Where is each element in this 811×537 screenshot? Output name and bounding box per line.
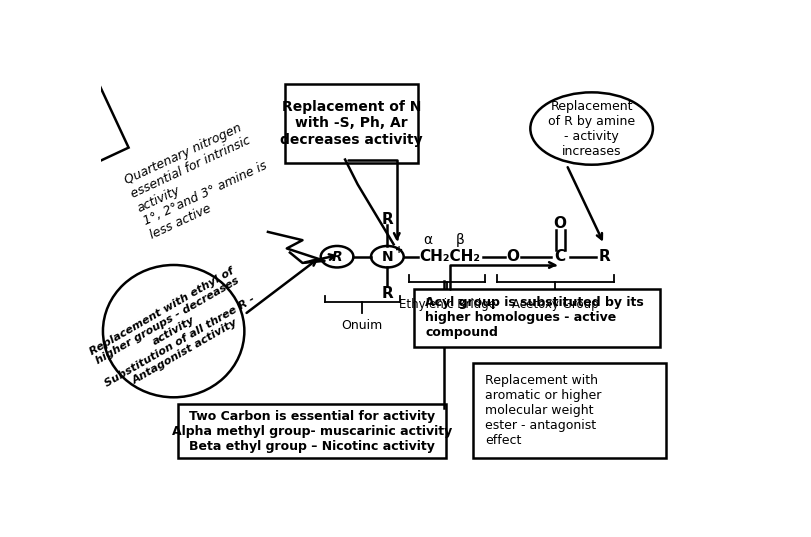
- Text: C: C: [555, 249, 566, 264]
- Text: Two Carbon is essential for activity
Alpha methyl group- muscarinic activity
Bet: Two Carbon is essential for activity Alp…: [172, 410, 452, 453]
- Text: R: R: [381, 286, 393, 301]
- Ellipse shape: [103, 265, 244, 397]
- Text: R: R: [332, 250, 342, 264]
- Text: Replacement with ethyl of
higher groups - decreases
activity
Substitution of all: Replacement with ethyl of higher groups …: [85, 264, 262, 398]
- Text: Ethylenic Bridge: Ethylenic Bridge: [398, 298, 496, 311]
- Text: Onuim: Onuim: [341, 319, 383, 332]
- Text: α: α: [423, 233, 433, 247]
- FancyBboxPatch shape: [285, 84, 418, 163]
- Text: Acyl group is substituted by its
higher homologues - active
compound: Acyl group is substituted by its higher …: [425, 296, 644, 339]
- Text: Replacement with
aromatic or higher
molecular weight
ester - antagonist
effect: Replacement with aromatic or higher mole…: [485, 374, 601, 447]
- Text: β: β: [455, 233, 464, 247]
- FancyBboxPatch shape: [178, 404, 446, 459]
- Text: CH₂CH₂: CH₂CH₂: [420, 249, 481, 264]
- Text: O: O: [507, 249, 520, 264]
- Text: Quartenary nitrogen
essential for intrinsic
activity
1°, 2°and 3° amine is
less : Quartenary nitrogen essential for intrin…: [122, 119, 276, 242]
- Text: R: R: [599, 249, 610, 264]
- Text: +: +: [395, 245, 403, 255]
- Text: Replacement of N
with -S, Ph, Ar
decreases activity: Replacement of N with -S, Ph, Ar decreas…: [280, 100, 423, 147]
- FancyBboxPatch shape: [474, 363, 666, 459]
- FancyBboxPatch shape: [414, 288, 659, 347]
- Text: Acetoxy Group: Acetoxy Group: [513, 298, 599, 311]
- FancyBboxPatch shape: [0, 42, 129, 217]
- Ellipse shape: [530, 92, 653, 165]
- Text: R: R: [381, 212, 393, 227]
- Text: N: N: [381, 250, 393, 264]
- Text: Replacement
of R by amine
- activity
increases: Replacement of R by amine - activity inc…: [548, 99, 635, 157]
- Text: O: O: [554, 216, 567, 231]
